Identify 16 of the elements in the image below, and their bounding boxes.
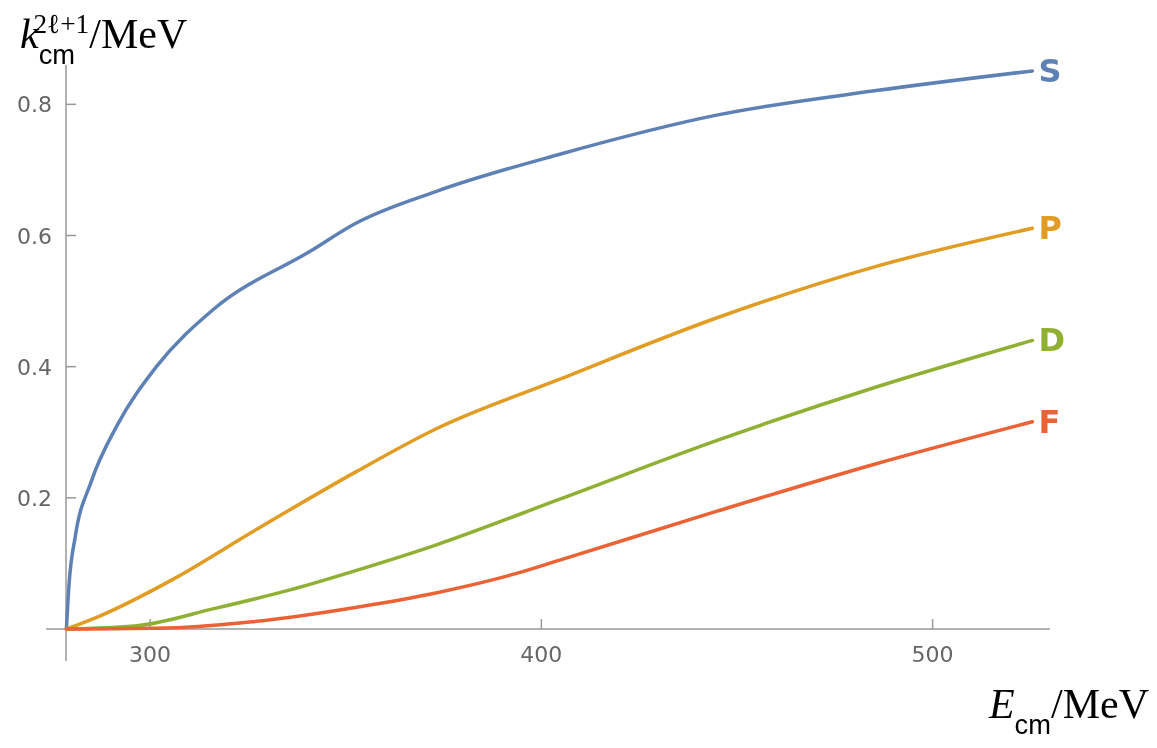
- x-tick-label: 400: [520, 642, 563, 667]
- x-tick-label: 500: [911, 642, 954, 667]
- y-tick-label: 0.2: [17, 485, 52, 511]
- y-tick-label: 0.4: [17, 354, 52, 380]
- line-series: [64, 420, 1035, 631]
- y-tick-label: 0.8: [17, 92, 52, 118]
- x-axis-title: E$_{cm}$/MeV: [987, 681, 1149, 740]
- series-label: S: [1038, 51, 1062, 90]
- line-series: [64, 69, 1035, 631]
- y-axis-title: k$_{cm}$$^{2ℓ+1}$/MeV: [20, 9, 188, 70]
- y-tick-label: 0.6: [17, 223, 52, 249]
- line-series: [64, 226, 1035, 631]
- x-tick-label: 300: [129, 642, 172, 667]
- series-label: D: [1038, 321, 1065, 360]
- series-label: F: [1038, 402, 1061, 441]
- series-label: P: [1038, 209, 1062, 248]
